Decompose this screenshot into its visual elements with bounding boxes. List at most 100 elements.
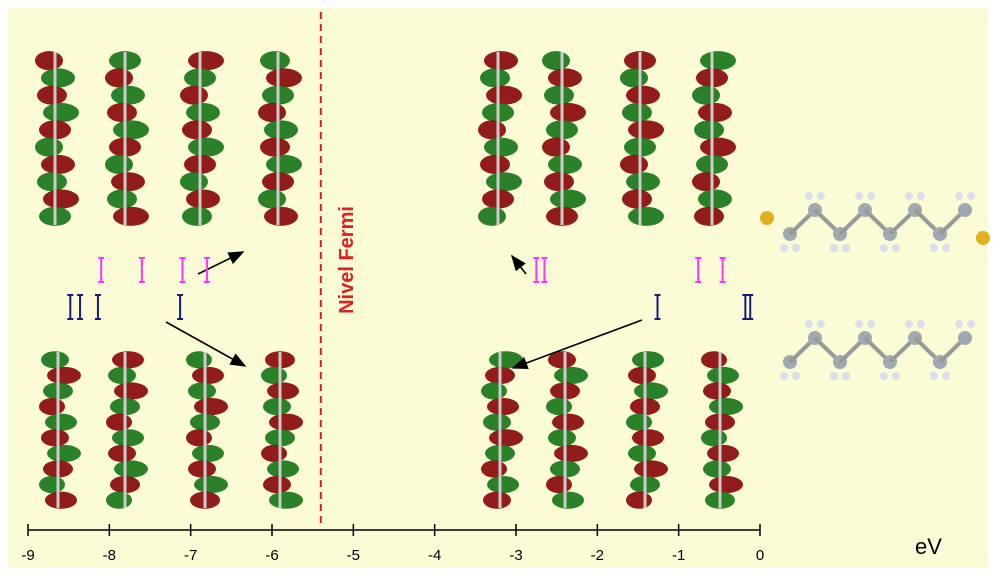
orbital-lobe [622, 190, 652, 209]
x-tick-label: 0 [756, 547, 764, 564]
orbital-lobe [188, 51, 224, 70]
orbital-lobe [186, 190, 220, 209]
orbital-lobe [269, 492, 303, 509]
x-tick-label: -8 [103, 547, 116, 564]
orbital-lobe [620, 155, 648, 174]
orbital-lobe [113, 207, 149, 226]
fermi-label: Nivel Fermi [336, 206, 358, 314]
orbital-lobe [546, 476, 572, 493]
atom-h [905, 192, 913, 200]
atom [958, 331, 972, 345]
x-tick-label: -7 [184, 547, 197, 564]
orbital-lobe [35, 138, 63, 157]
orbital-lobe [43, 103, 79, 122]
orbital-lobe [548, 68, 582, 87]
orbital-lobe [267, 382, 299, 399]
atom-h [955, 320, 963, 328]
orbital-lobe [108, 367, 136, 384]
orbital-lobe [550, 103, 586, 122]
atom-h [917, 192, 925, 200]
orbital-lobe [37, 86, 67, 105]
orbital-lobe [182, 120, 212, 139]
orbital-lobe [480, 155, 510, 174]
orbital-lobe [700, 138, 736, 157]
orbital-lobe [694, 207, 724, 226]
orbital-lobe [552, 414, 584, 431]
orbital-lobe [114, 460, 148, 477]
orbital-lobe [628, 120, 664, 139]
orbital-lobe [263, 398, 291, 415]
orbital-lobe [37, 172, 67, 191]
orbital-lobe [634, 460, 668, 477]
atom-h [817, 192, 825, 200]
x-axis-label: eV [915, 534, 942, 559]
orbital-lobe [258, 190, 286, 209]
orbital-lobe [107, 190, 137, 209]
orbital-lobe [39, 398, 65, 415]
atom [958, 203, 972, 217]
orbital-lobe [486, 86, 522, 105]
atom-s [976, 231, 990, 245]
orbital-lobe [41, 155, 75, 174]
orbital-lobe [105, 68, 133, 87]
atom-h [830, 244, 838, 252]
orbital-lobe [701, 351, 727, 368]
orbital-lobe [192, 445, 224, 462]
orbital-lobe [180, 172, 208, 191]
orbital-lobe [186, 351, 212, 368]
atom-h [867, 320, 875, 328]
orbital-lobe [486, 172, 522, 191]
orbital-lobe [260, 138, 290, 157]
orbital-lobe [188, 382, 216, 399]
x-tick-label: -1 [672, 547, 685, 564]
atom-h [780, 244, 788, 252]
orbital-lobe [692, 172, 720, 191]
atom-h [842, 244, 850, 252]
orbital-lobe [194, 476, 228, 493]
orbital-lobe [550, 190, 586, 209]
orbital-lobe [41, 68, 75, 87]
atom-h [855, 192, 863, 200]
orbital-lobe [626, 492, 652, 509]
atom-h [917, 320, 925, 328]
atom-h [967, 320, 975, 328]
orbital-lobe [261, 367, 287, 384]
orbital-lobe [542, 138, 570, 157]
orbital-lobe [548, 429, 576, 446]
orbital-lobe [267, 460, 299, 477]
orbital-lobe [709, 398, 743, 415]
atom-h [817, 320, 825, 328]
orbital-lobe [108, 445, 136, 462]
orbital-lobe [544, 86, 574, 105]
orbital-lobe [266, 68, 302, 87]
orbital-lobe [106, 492, 132, 509]
orbital-lobe [260, 51, 290, 70]
x-tick-label: -9 [21, 547, 34, 564]
atom-h [892, 244, 900, 252]
atom-h [942, 244, 950, 252]
orbital-lobe [188, 460, 216, 477]
orbital-lobe [188, 138, 224, 157]
orbital-lobe [483, 414, 511, 431]
atom-h [805, 320, 813, 328]
chart: eV -9-8-7-6-5-4-3-2-10Nivel Fermi [0, 0, 994, 573]
atom-h [830, 372, 838, 380]
orbital-lobe [111, 172, 145, 191]
orbital-lobe [487, 476, 519, 493]
orbital-lobe [546, 398, 572, 415]
orbital-lobe [632, 351, 664, 368]
orbital-lobe [626, 414, 652, 431]
orbital-lobe [487, 398, 519, 415]
orbital-lobe [194, 398, 228, 415]
orbital-lobe [263, 476, 291, 493]
orbital-lobe [634, 382, 668, 399]
orbital-lobe [478, 207, 506, 226]
orbital-lobe [694, 120, 724, 139]
orbital-lobe [105, 155, 133, 174]
atom-h [780, 372, 788, 380]
orbital-lobe [258, 103, 286, 122]
atom-h [880, 244, 888, 252]
orbital-lobe [480, 68, 510, 87]
orbital-lobe [548, 155, 582, 174]
orbital-lobe [192, 367, 224, 384]
